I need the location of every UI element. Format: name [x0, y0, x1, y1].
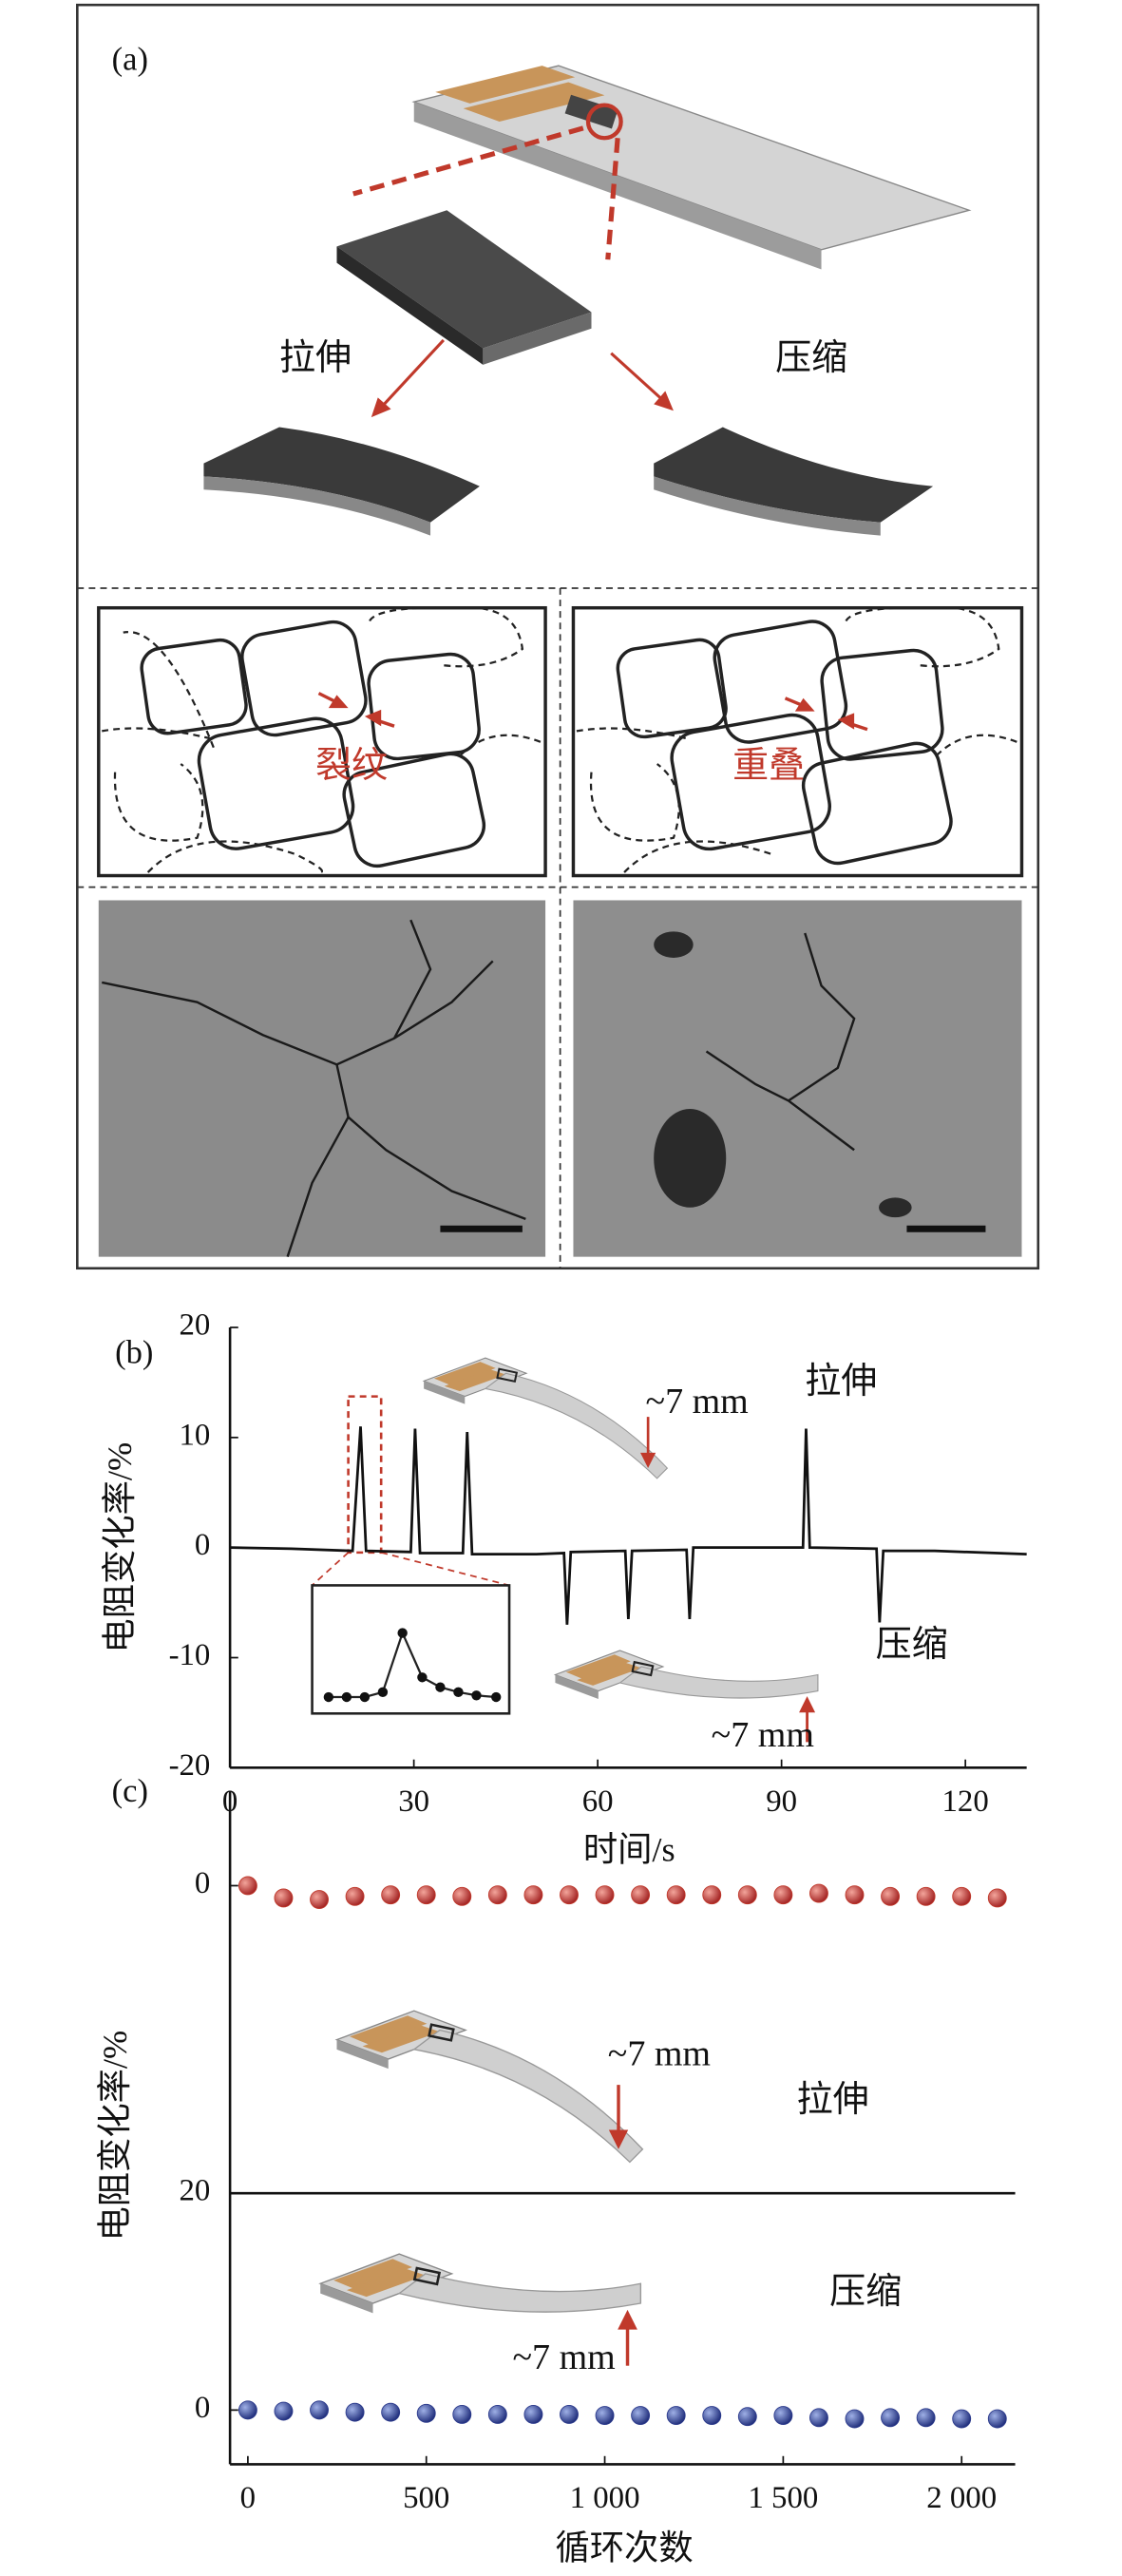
y-tick-label: 20 — [180, 1308, 211, 1343]
data-point — [595, 2406, 615, 2426]
data-point — [845, 2409, 865, 2429]
x-tick-label: 90 — [766, 1784, 797, 1819]
panel-label: (c) — [112, 1773, 148, 1809]
data-point — [916, 1886, 936, 1906]
data-point — [737, 1885, 757, 1905]
data-point — [666, 2406, 686, 2426]
x-tick-label: 60 — [582, 1784, 614, 1819]
y-tick-label: -10 — [169, 1638, 211, 1672]
data-point — [345, 1886, 365, 1906]
data-point — [274, 1888, 294, 1908]
annotation: 拉伸 — [797, 2080, 869, 2120]
y-tick-label: 0 — [195, 1528, 210, 1562]
data-point — [809, 1883, 828, 1903]
data-point — [845, 1885, 865, 1905]
x-tick-label: 1 000 — [570, 2481, 640, 2515]
data-point — [560, 2404, 579, 2424]
annotation: ~7 mm — [512, 2337, 615, 2377]
data-point — [881, 2408, 901, 2428]
data-point — [274, 2401, 294, 2421]
data-point — [773, 2406, 793, 2426]
data-point — [631, 1885, 651, 1905]
data-point — [310, 1890, 329, 1909]
data-point — [987, 1888, 1007, 1908]
panel-label: (a) — [112, 42, 148, 78]
data-point — [987, 2409, 1007, 2429]
panel-label: (b) — [115, 1334, 153, 1370]
crack-label: 裂纹 — [315, 746, 388, 786]
data-point — [737, 2407, 757, 2427]
panel-c-illustrations — [318, 2009, 645, 2368]
data-point — [523, 2404, 543, 2424]
annotation: 压缩 — [876, 1625, 948, 1665]
y-tick-label: 20 — [180, 2174, 211, 2208]
data-point — [631, 2406, 651, 2426]
cantilever-stretch — [422, 1356, 669, 1480]
x-tick-label: 120 — [942, 1784, 989, 1819]
x-tick-label: 500 — [403, 2481, 449, 2515]
x-axis-label: 循环次数 — [555, 2528, 693, 2566]
annotation: 拉伸 — [805, 1362, 877, 1402]
y-tick-label: 0 — [195, 2391, 210, 2425]
data-point — [416, 2403, 436, 2423]
data-point — [381, 1885, 401, 1905]
x-tick-label: 1 500 — [748, 2481, 818, 2515]
data-point — [916, 2408, 936, 2428]
y-axis-label: 电阻变化率/% — [96, 2031, 134, 2242]
panel-a: (a) 拉伸 压缩 裂纹 重叠 — [76, 3, 1040, 1270]
x-tick-label: 30 — [398, 1784, 429, 1819]
device-illustration — [203, 65, 972, 536]
data-point — [952, 2409, 972, 2429]
y-tick-label: -20 — [169, 1748, 211, 1783]
stretch-label: 拉伸 — [279, 338, 352, 378]
schematic-compress — [571, 605, 1024, 878]
schematic-arrows — [317, 692, 868, 732]
data-point — [952, 1886, 972, 1906]
x-tick-label: 2 000 — [926, 2481, 997, 2515]
data-point — [452, 2404, 472, 2424]
overlap-label: 重叠 — [732, 746, 805, 786]
data-point — [702, 2406, 722, 2426]
data-point — [345, 2402, 365, 2422]
annotation: 压缩 — [829, 2272, 902, 2312]
data-point — [452, 1886, 472, 1906]
data-point — [416, 1885, 436, 1905]
data-point — [809, 2408, 828, 2428]
x-axis-label: 时间/s — [583, 1831, 675, 1869]
sem-images — [98, 900, 1022, 1258]
annotation: ~7 mm — [608, 2033, 711, 2073]
data-point — [560, 1885, 579, 1905]
annotation: ~7 mm — [712, 1715, 814, 1755]
y-tick-label: 10 — [180, 1418, 211, 1452]
data-point — [773, 1885, 793, 1905]
dividers — [77, 587, 1038, 1269]
annotation: ~7 mm — [646, 1382, 749, 1422]
data-point — [487, 2404, 507, 2424]
y-tick-label: 0 — [195, 1866, 210, 1900]
data-point — [487, 1885, 507, 1905]
cantilever-stretch — [334, 2009, 645, 2165]
data-point — [702, 1885, 722, 1905]
data-point — [595, 1885, 615, 1905]
data-point — [666, 1885, 686, 1905]
data-point — [523, 1885, 543, 1905]
data-point — [381, 2402, 401, 2422]
schematic-stretch — [97, 605, 547, 878]
panel-frame — [76, 3, 1040, 1270]
data-point — [310, 2400, 329, 2420]
compress-label: 压缩 — [775, 338, 847, 378]
data-point — [238, 2400, 257, 2420]
data-line — [230, 1426, 1027, 1625]
y-axis-label: 电阻变化率/% — [101, 1442, 139, 1653]
x-tick-label: 0 — [240, 2481, 256, 2515]
data-point — [881, 1886, 901, 1906]
data-point — [238, 1876, 257, 1896]
panel-b-illustrations — [311, 1356, 820, 1744]
